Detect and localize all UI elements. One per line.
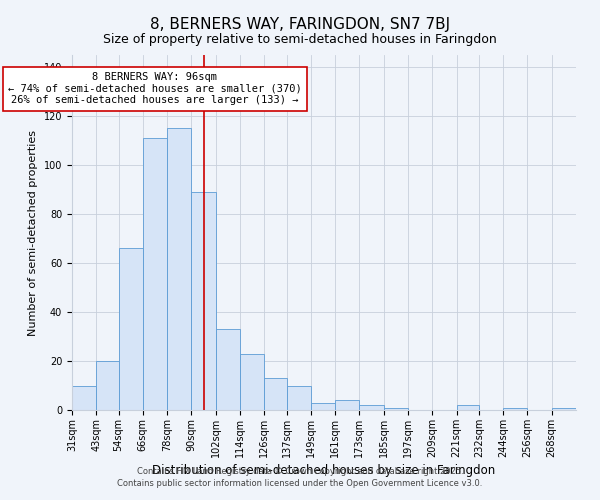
Bar — [503, 408, 527, 410]
Bar — [457, 405, 479, 410]
Bar — [216, 329, 240, 410]
Bar — [119, 248, 143, 410]
Bar — [96, 361, 119, 410]
Y-axis label: Number of semi-detached properties: Number of semi-detached properties — [28, 130, 38, 336]
Bar — [143, 138, 167, 410]
Bar — [240, 354, 264, 410]
Text: Size of property relative to semi-detached houses in Faringdon: Size of property relative to semi-detach… — [103, 32, 497, 46]
Bar — [552, 408, 576, 410]
Bar — [359, 405, 384, 410]
X-axis label: Distribution of semi-detached houses by size in Faringdon: Distribution of semi-detached houses by … — [152, 464, 496, 477]
Bar — [335, 400, 359, 410]
Bar — [72, 386, 96, 410]
Bar — [264, 378, 287, 410]
Text: Contains HM Land Registry data © Crown copyright and database right 2025.
Contai: Contains HM Land Registry data © Crown c… — [118, 466, 482, 487]
Text: 8 BERNERS WAY: 96sqm
← 74% of semi-detached houses are smaller (370)
26% of semi: 8 BERNERS WAY: 96sqm ← 74% of semi-detac… — [8, 72, 302, 106]
Bar — [311, 402, 335, 410]
Bar — [384, 408, 408, 410]
Text: 8, BERNERS WAY, FARINGDON, SN7 7BJ: 8, BERNERS WAY, FARINGDON, SN7 7BJ — [150, 18, 450, 32]
Bar — [287, 386, 311, 410]
Bar — [191, 192, 216, 410]
Bar — [167, 128, 191, 410]
